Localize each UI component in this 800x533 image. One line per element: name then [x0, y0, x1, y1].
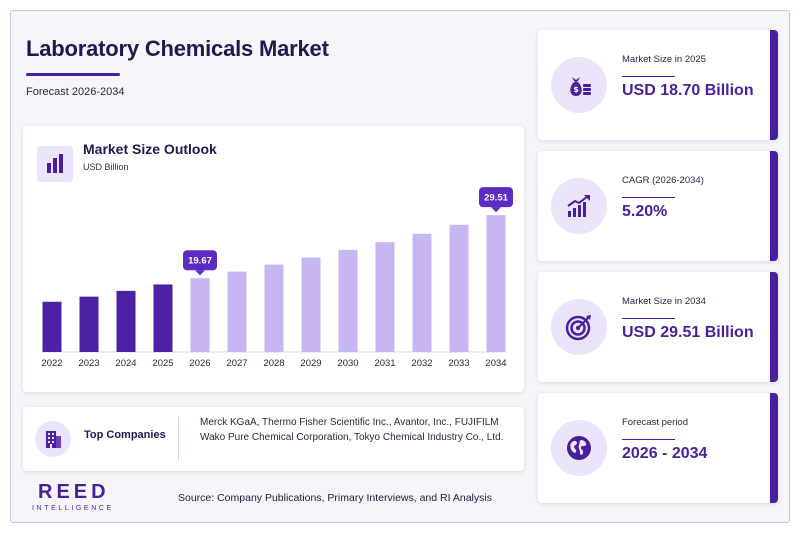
data-label-2034: 29.51 — [479, 187, 513, 213]
money-bag-icon: $ — [551, 57, 607, 113]
title-underline — [26, 73, 120, 76]
stat-card-market-size-2034: Market Size in 2034 USD 29.51 Billion — [538, 272, 778, 382]
building-icon — [35, 421, 71, 457]
top-companies-card: Top Companies Merck KGaA, Thermo Fisher … — [23, 407, 524, 471]
stat-value: 5.20% — [622, 203, 668, 220]
stat-rule — [622, 439, 675, 440]
chart-card: 2022 2023 2024 2025 2026 2027 2028 2029 2030 2031… — [23, 126, 524, 392]
svg-text:29.51: 29.51 — [484, 193, 508, 204]
growth-chart-icon — [551, 178, 607, 234]
card-accent — [770, 151, 778, 261]
logo-subtitle: INTELLIGENCE — [32, 505, 114, 512]
x-tick-label: 2025 — [152, 358, 173, 369]
bar-2033 — [449, 224, 469, 352]
x-tick-label: 2032 — [411, 358, 432, 369]
bar-chart: 2022 2023 2024 2025 2026 2027 2028 2029 2030 2031… — [41, 187, 513, 369]
stat-rule — [622, 318, 675, 319]
top-companies-label: Top Companies — [84, 429, 166, 441]
bar-2031 — [375, 242, 395, 352]
x-tick-label: 2026 — [189, 358, 210, 369]
stat-card-cagr: CAGR (2026-2034) 5.20% — [538, 151, 778, 261]
stat-label: Forecast period — [622, 417, 689, 428]
x-tick-label: 2029 — [300, 358, 321, 369]
bar-2027 — [227, 271, 247, 352]
card-accent — [770, 393, 778, 503]
x-tick-label: 2027 — [226, 358, 247, 369]
bar-2029 — [301, 257, 321, 352]
stat-label: Market Size in 2025 — [622, 54, 706, 65]
stat-card-market-size-2025: $ Market Size in 2025 USD 18.70 Billion — [538, 30, 778, 140]
svg-text:19.67: 19.67 — [188, 256, 212, 267]
logo-wordmark: REED — [38, 481, 110, 503]
stat-value: USD 29.51 Billion — [622, 324, 754, 341]
stat-value: USD 18.70 Billion — [622, 82, 754, 99]
data-label-2026: 19.67 — [183, 250, 217, 276]
bar-2022 — [42, 301, 62, 352]
stat-value: 2026 - 2034 — [622, 445, 708, 462]
bar-2023 — [79, 296, 99, 352]
bar-2025 — [153, 284, 173, 352]
stat-card-forecast-period: Forecast period 2026 - 2034 — [538, 393, 778, 503]
bar-2034 — [486, 215, 506, 352]
card-accent — [770, 30, 778, 140]
bar-2030 — [338, 249, 358, 352]
x-tick-label: 2024 — [115, 358, 136, 369]
stat-rule — [622, 197, 675, 198]
bar-2032 — [412, 233, 432, 352]
chart-title: Market Size Outlook — [83, 141, 217, 157]
top-companies-list: Merck KGaA, Thermo Fisher Scientific Inc… — [200, 417, 504, 443]
x-tick-label: 2033 — [448, 358, 469, 369]
x-tick-label: 2022 — [41, 358, 62, 369]
x-tick-label: 2023 — [78, 358, 99, 369]
x-tick-label: 2030 — [337, 358, 358, 369]
x-tick-label: 2028 — [263, 358, 284, 369]
card-accent — [770, 272, 778, 382]
chart-unit: USD Billion — [83, 162, 129, 172]
stat-label: CAGR (2026-2034) — [622, 175, 704, 186]
page-title: Laboratory Chemicals Market — [26, 36, 329, 61]
stat-rule — [622, 76, 675, 77]
x-tick-label: 2031 — [374, 358, 395, 369]
target-icon — [551, 299, 607, 355]
stat-label: Market Size in 2034 — [622, 296, 706, 307]
bar-2028 — [264, 264, 284, 352]
globe-icon — [551, 420, 607, 476]
page-subtitle: Forecast 2026-2034 — [26, 86, 125, 98]
bar-2026 — [190, 278, 210, 352]
bar-2024 — [116, 290, 136, 352]
x-tick-label: 2034 — [485, 358, 506, 369]
divider — [178, 417, 179, 461]
bar-chart-icon — [37, 146, 73, 182]
svg-text:$: $ — [573, 85, 579, 94]
source-note: Source: Company Publications, Primary In… — [178, 492, 492, 504]
